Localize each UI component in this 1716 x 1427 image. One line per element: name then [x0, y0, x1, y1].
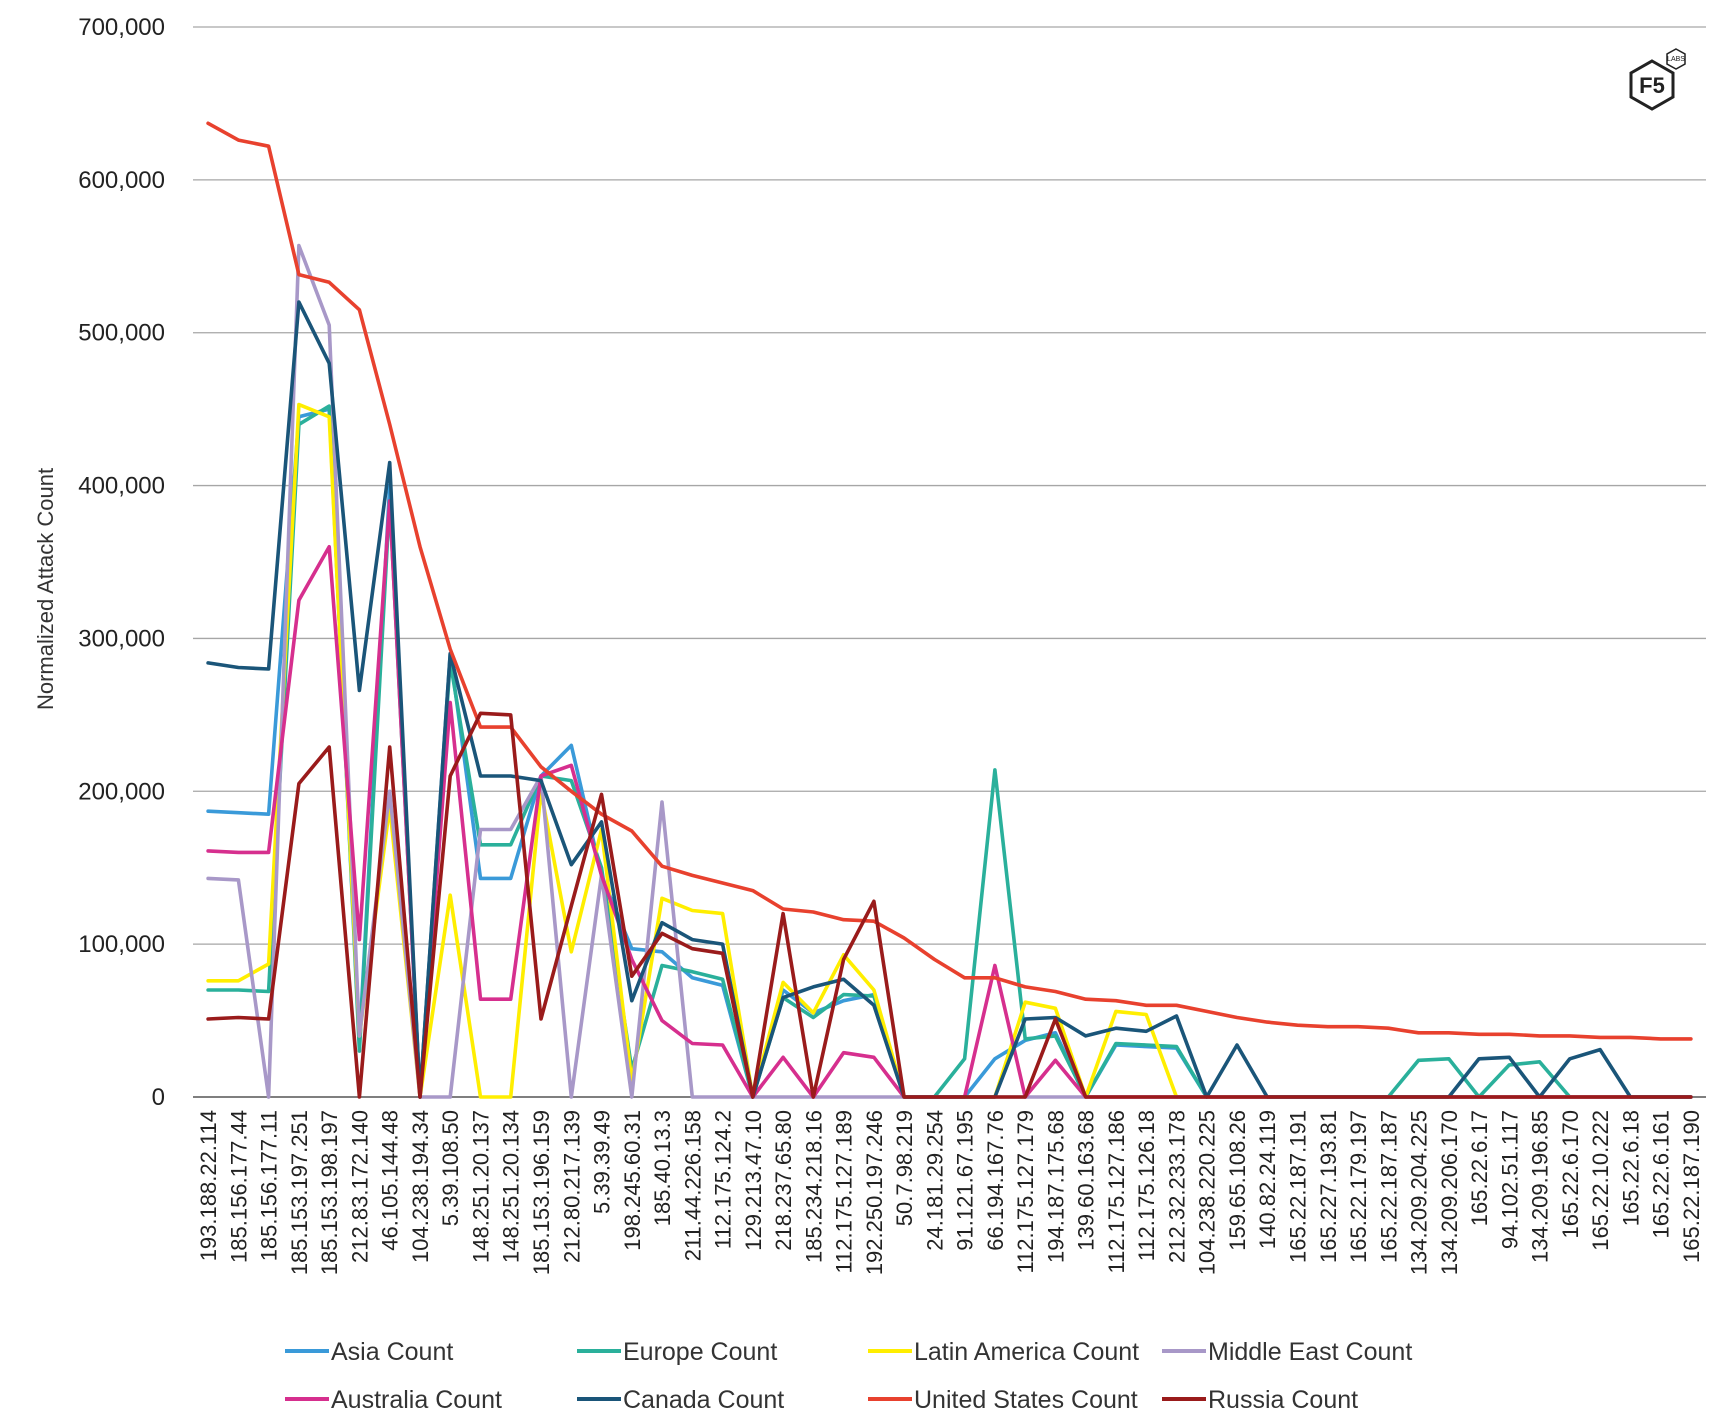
x-tick-label: 165.22.179.197 — [1346, 1110, 1371, 1263]
f5-labs-logo: F5 LABS — [1629, 48, 1686, 111]
x-tick-label: 185.156.177.44 — [226, 1110, 251, 1263]
x-tick-label: 140.82.24.119 — [1255, 1110, 1280, 1249]
legend-label-russia-count: Russia Count — [1208, 1386, 1358, 1414]
x-tick-label: 50.7.98.219 — [892, 1110, 917, 1226]
x-tick-label: 185.234.218.16 — [801, 1110, 826, 1263]
x-tick-label: 139.60.163.68 — [1074, 1110, 1099, 1251]
legend-label-canada-count: Canada Count — [623, 1386, 784, 1414]
x-tick-label: 5.39.108.50 — [438, 1110, 463, 1226]
x-tick-label: 112.175.127.179 — [1013, 1110, 1038, 1274]
legend-label-middle-east-count: Middle East Count — [1208, 1338, 1412, 1366]
x-tick-label: 185.153.196.159 — [529, 1110, 554, 1275]
legend-label-asia-count: Asia Count — [331, 1338, 453, 1366]
x-tick-label: 129.213.47.10 — [741, 1110, 766, 1251]
legend-label-united-states-count: United States Count — [914, 1386, 1138, 1414]
x-tick-label: 165.22.6.170 — [1558, 1110, 1583, 1238]
x-tick-label: 185.153.197.251 — [287, 1110, 312, 1275]
x-tick-label: 159.65.108.26 — [1225, 1110, 1250, 1251]
x-tick-label: 165.22.187.190 — [1679, 1110, 1704, 1263]
x-tick-label: 112.175.127.186 — [1104, 1110, 1129, 1274]
x-tick-label: 112.175.127.189 — [832, 1110, 857, 1274]
y-tick-label: 700,000 — [78, 14, 165, 41]
y-tick-label: 500,000 — [78, 320, 165, 347]
x-tick-label: 134.209.206.170 — [1437, 1110, 1462, 1275]
series-line-europe-count — [206, 404, 1693, 1099]
x-tick-label: 218.237.65.80 — [771, 1110, 796, 1251]
x-tick-label: 104.238.194.34 — [408, 1110, 433, 1263]
x-tick-label: 165.227.193.81 — [1316, 1110, 1341, 1263]
series-line-russia-count — [206, 711, 1693, 1099]
legend-label-australia-count: Australia Count — [331, 1386, 502, 1414]
series-lines — [206, 121, 1693, 1099]
x-tick-label: 165.22.187.187 — [1376, 1110, 1401, 1263]
x-tick-label: 165.22.10.222 — [1588, 1110, 1613, 1251]
x-tick-label: 134.209.204.225 — [1407, 1110, 1432, 1275]
x-tick-label: 24.181.29.254 — [922, 1110, 947, 1251]
x-axis-ticks: 193.188.22.114 185.156.177.44 185.156.177.… — [196, 1110, 1704, 1275]
x-tick-label: 46.105.144.48 — [378, 1110, 403, 1251]
x-tick-label: 134.209.196.85 — [1528, 1110, 1553, 1263]
x-tick-label: 185.153.198.197 — [317, 1110, 342, 1275]
x-tick-label: 66.194.167.76 — [983, 1110, 1008, 1251]
y-axis-title: Normalized Attack Count — [33, 468, 58, 710]
x-tick-label: 185.156.177.11 — [257, 1110, 282, 1261]
x-tick-label: 104.238.220.225 — [1195, 1110, 1220, 1275]
x-tick-label: 194.187.175.68 — [1043, 1110, 1068, 1263]
x-tick-label: 112.175.126.18 — [1134, 1110, 1159, 1261]
y-axis-ticks: 0 100,000 200,000 300,000 400,000 500,000 600,… — [78, 14, 165, 1111]
x-tick-label: 148.251.20.137 — [468, 1110, 493, 1263]
logo-sub-text: LABS — [1667, 56, 1685, 63]
x-tick-label: 91.121.67.195 — [953, 1110, 978, 1251]
x-tick-label: 148.251.20.134 — [499, 1110, 524, 1263]
gridlines — [193, 26, 1706, 1098]
legend: Asia Count Europe Count Latin America Coun… — [285, 1338, 1412, 1414]
series-line-australia-count — [206, 499, 1693, 1099]
x-tick-label: 165.22.187.191 — [1285, 1110, 1310, 1263]
x-tick-label: 211.44.226.158 — [680, 1110, 705, 1261]
x-tick-label: 112.175.124.2 — [711, 1110, 736, 1249]
y-tick-label: 400,000 — [78, 473, 165, 500]
x-tick-label: 212.32.233.178 — [1164, 1110, 1189, 1263]
x-tick-label: 94.102.51.117 — [1497, 1110, 1522, 1249]
y-tick-label: 200,000 — [78, 778, 165, 805]
legend-label-europe-count: Europe Count — [623, 1338, 777, 1366]
x-tick-label: 198.245.60.31 — [620, 1110, 645, 1251]
x-tick-label: 165.22.6.18 — [1618, 1110, 1643, 1226]
y-tick-label: 600,000 — [78, 167, 165, 194]
series-line-united-states-count — [206, 121, 1693, 1041]
x-tick-label: 193.188.22.114 — [196, 1110, 221, 1261]
y-tick-label: 100,000 — [78, 931, 165, 958]
legend-label-latin-america-count: Latin America Count — [914, 1338, 1139, 1366]
x-tick-label: 192.250.197.246 — [862, 1110, 887, 1275]
y-tick-label: 0 — [152, 1084, 165, 1111]
x-tick-label: 165.22.6.17 — [1467, 1110, 1492, 1226]
x-tick-label: 165.22.6.161 — [1649, 1110, 1674, 1238]
x-tick-label: 185.40.13.3 — [650, 1110, 675, 1226]
y-tick-label: 300,000 — [78, 625, 165, 652]
x-tick-label: 5.39.39.49 — [590, 1110, 615, 1214]
logo-text: F5 — [1639, 73, 1665, 98]
x-tick-label: 212.83.172.140 — [347, 1110, 372, 1263]
x-tick-label: 212.80.217.139 — [559, 1110, 584, 1263]
